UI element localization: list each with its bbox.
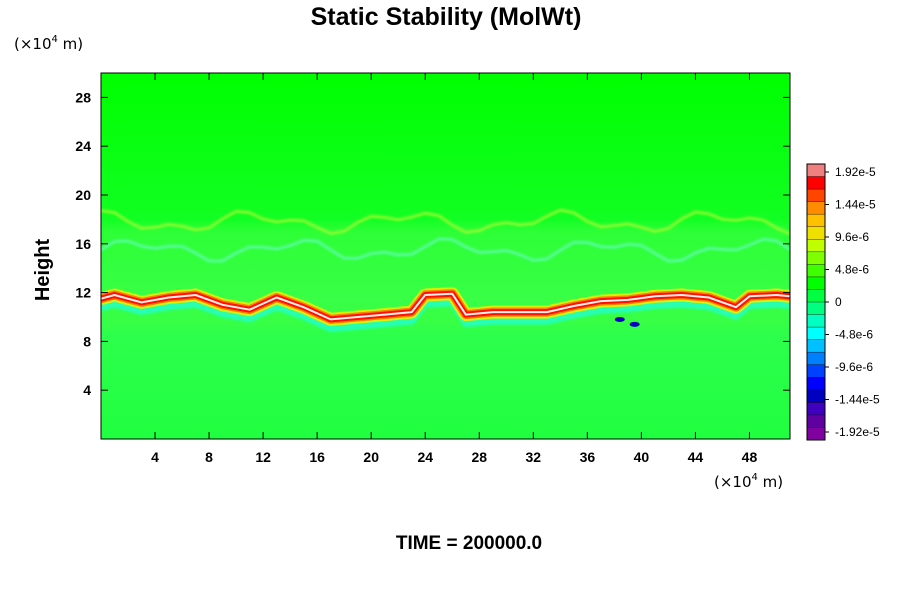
plot-frame [100, 72, 791, 440]
y-tick-label: 24 [75, 138, 91, 154]
chart-title: Static Stability (MolWt) [311, 3, 582, 31]
x-tick-label: 24 [417, 449, 433, 465]
negative-spot [614, 316, 625, 322]
upper-wave-streak [101, 208, 790, 236]
y-unit-exponent: 4 [52, 34, 58, 45]
y-unit-suffix: m) [58, 35, 83, 53]
colorbar-swatch [807, 402, 825, 416]
colorbar-swatch [807, 201, 825, 215]
y-tick-label: 20 [75, 187, 91, 203]
y-tick-label: 28 [75, 89, 91, 105]
colorbar-swatch [807, 302, 825, 316]
colorbar-swatch [807, 289, 825, 303]
x-tick-label: 16 [309, 449, 325, 465]
y-unit-prefix: (×10 [14, 35, 52, 53]
colorbar-swatch [807, 427, 825, 441]
tropopause-peak [101, 292, 790, 321]
colorbar-swatch [807, 414, 825, 428]
colorbar-swatch [807, 164, 825, 178]
colorbar-swatch [807, 264, 825, 278]
x-tick-label: 28 [471, 449, 487, 465]
colorbar-label: 9.6e-6 [835, 230, 869, 244]
colorbar-swatch [807, 276, 825, 290]
colorbar-swatch [807, 189, 825, 203]
colorbar: 1.92e-5 1.44e-5 9.6e-6 4.8e-6 0 -4.8e-6 -9.6e-… [806, 163, 880, 441]
x-tick-label: 8 [205, 449, 213, 465]
colorbar-label: -4.8e-6 [835, 328, 873, 342]
colorbar-label: -9.6e-6 [835, 360, 873, 374]
tropospheric-turbulence-zone [101, 225, 790, 330]
x-unit-exponent: 4 [752, 472, 758, 483]
y-tick-label: 8 [83, 333, 91, 349]
upper-wave-streak [101, 237, 790, 263]
x-tick-label: 32 [526, 449, 542, 465]
time-label: TIME = 200000.0 [396, 533, 542, 554]
x-tick-label: 12 [255, 449, 271, 465]
colorbar-swatch [807, 214, 825, 228]
y-tick-label: 4 [83, 382, 91, 398]
colorbar-label: 4.8e-6 [835, 263, 869, 277]
colorbar-swatch [807, 389, 825, 403]
colorbar-swatch [807, 176, 825, 190]
colorbar-swatch [807, 377, 825, 391]
colorbar-swatch [807, 226, 825, 240]
x-tick-label: 40 [634, 449, 650, 465]
colorbar-label: -1.44e-5 [835, 393, 880, 407]
colorbar-label: 0 [835, 295, 842, 309]
heatmap-field [101, 73, 790, 439]
x-axis-ticks: 4 8 12 16 20 24 28 32 36 40 44 48 [151, 73, 757, 465]
x-tick-label: 48 [742, 449, 758, 465]
x-tick-label: 4 [151, 449, 159, 465]
colorbar-swatch [807, 352, 825, 366]
y-axis-ticks: 4 8 12 16 20 24 28 [75, 89, 790, 398]
y-axis-label: Height [32, 239, 54, 302]
y-tick-label: 12 [75, 285, 91, 301]
negative-spot [629, 321, 640, 327]
x-unit-prefix: (×10 [714, 473, 752, 491]
x-tick-label: 36 [580, 449, 596, 465]
colorbar-swatch [807, 327, 825, 341]
colorbar-swatch [807, 339, 825, 353]
colorbar-swatch [807, 251, 825, 265]
colorbar-label: 1.44e-5 [835, 198, 876, 212]
x-tick-label: 44 [688, 449, 704, 465]
colorbar-swatch [807, 364, 825, 378]
colorbar-swatch [807, 314, 825, 328]
x-tick-label: 20 [363, 449, 379, 465]
x-unit-suffix: m) [758, 473, 783, 491]
colorbar-label: -1.92e-5 [835, 425, 880, 439]
colorbar-swatch [807, 239, 825, 253]
y-axis-unit: (×104 m) [14, 34, 83, 53]
x-axis-unit: (×104 m) [714, 472, 783, 491]
colorbar-label: 1.92e-5 [835, 165, 876, 179]
y-tick-label: 16 [75, 236, 91, 252]
